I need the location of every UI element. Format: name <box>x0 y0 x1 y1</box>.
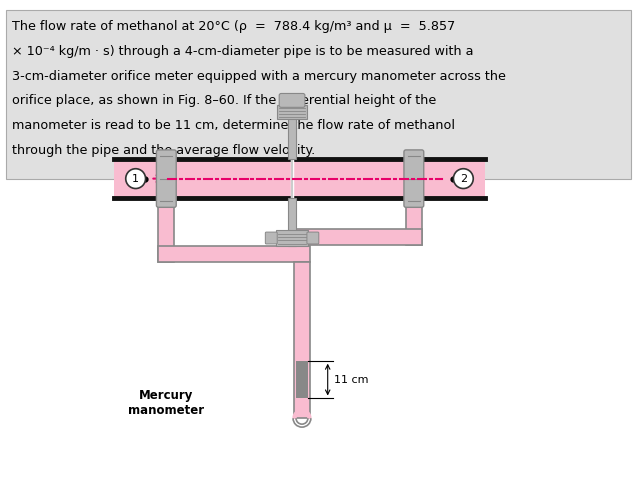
Text: manometer is read to be 11 cm, determine the flow rate of methanol: manometer is read to be 11 cm, determine… <box>12 119 455 132</box>
Bar <box>294 229 422 245</box>
FancyBboxPatch shape <box>404 150 424 207</box>
Text: 11 cm: 11 cm <box>334 374 368 384</box>
Text: 3-cm-diameter orifice meter equipped with a mercury manometer across the: 3-cm-diameter orifice meter equipped wit… <box>12 70 506 83</box>
Bar <box>296 361 308 398</box>
Bar <box>114 159 485 198</box>
FancyBboxPatch shape <box>6 10 631 179</box>
Bar <box>158 198 174 262</box>
Text: The flow rate of methanol at 20°C (ρ  =  788.4 kg/m³ and μ  =  5.857: The flow rate of methanol at 20°C (ρ = 7… <box>12 20 455 33</box>
Text: 1: 1 <box>132 174 139 184</box>
FancyBboxPatch shape <box>307 232 319 244</box>
Bar <box>276 230 308 246</box>
Bar <box>288 198 296 246</box>
FancyBboxPatch shape <box>279 94 305 108</box>
FancyBboxPatch shape <box>266 232 277 244</box>
Circle shape <box>453 168 473 189</box>
Bar <box>158 246 310 262</box>
Text: Mercury
manometer: Mercury manometer <box>128 388 204 417</box>
Bar <box>288 111 296 159</box>
Polygon shape <box>293 409 311 418</box>
Text: 2: 2 <box>460 174 467 184</box>
Text: orifice place, as shown in Fig. 8–60. If the differential height of the: orifice place, as shown in Fig. 8–60. If… <box>12 95 436 108</box>
FancyBboxPatch shape <box>156 150 176 207</box>
Bar <box>294 262 310 418</box>
Circle shape <box>126 168 145 189</box>
Text: through the pipe and the average flow velocity.: through the pipe and the average flow ve… <box>12 144 315 157</box>
Bar <box>406 198 422 245</box>
Text: × 10⁻⁴ kg/m · s) through a 4-cm-diameter pipe is to be measured with a: × 10⁻⁴ kg/m · s) through a 4-cm-diameter… <box>12 45 473 58</box>
Bar <box>277 105 307 119</box>
